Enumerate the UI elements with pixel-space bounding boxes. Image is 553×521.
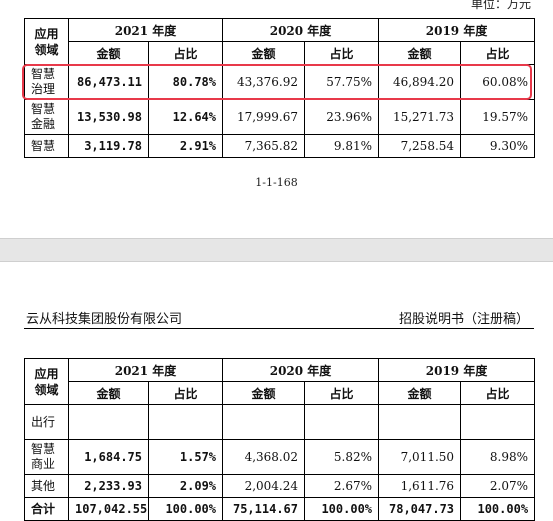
share-2020: 23.96% — [304, 99, 380, 135]
share-header: 占比 — [147, 381, 224, 405]
company-name: 云从科技集团股份有限公司 — [26, 312, 183, 327]
share-2019: 2.07% — [460, 474, 536, 498]
amount-2021: 1,684.75 — [68, 439, 149, 475]
year-header-2021: 2021 年度 — [67, 18, 224, 42]
share-2020: 57.75% — [304, 64, 380, 100]
year-header-2020: 2020 年度 — [222, 18, 380, 42]
amount-2021: 86,473.11 — [68, 64, 149, 100]
table-row-total: 合计 107,042.55 100.00% 75,114.67 100.00% … — [24, 497, 536, 521]
amount-header: 金额 — [68, 381, 149, 405]
amount-2019: 7,011.50 — [378, 439, 462, 475]
amount-header: 金额 — [68, 41, 149, 65]
revenue-table-top: 应用 领域 2021 年度 2020 年度 2019 年度 金额 占比 金额 占… — [24, 18, 536, 158]
share-2021: 2.09% — [147, 474, 224, 498]
domain-cell: 智慧 商业 — [24, 439, 69, 475]
domain-column-header: 应用 领域 — [24, 358, 69, 405]
amount-header: 金额 — [378, 41, 462, 65]
table-header-row: 应用 领域 2021 年度 2020 年度 2019 年度 — [24, 358, 536, 405]
document-title: 招股说明书（注册稿） — [398, 312, 529, 327]
amount-2021: 3,119.78 — [68, 134, 149, 158]
domain-cell: 智慧 金融 — [24, 99, 69, 135]
share-2021: 12.64% — [147, 99, 224, 135]
year-header-2019: 2019 年度 — [378, 18, 536, 42]
amount-2020: 4,368.02 — [222, 439, 306, 475]
share-2019: 100.00% — [460, 497, 536, 521]
revenue-table-bottom: 应用 领域 2021 年度 2020 年度 2019 年度 金额 占比 金额 占… — [24, 358, 536, 521]
page-number: 1-1-168 — [255, 176, 298, 189]
share-2019: 19.57% — [460, 99, 536, 135]
table-subheader-row: 金额 占比 金额 占比 金额 占比 — [25, 381, 536, 405]
amount-header: 金额 — [222, 41, 306, 65]
amount-2020: 17,999.67 — [222, 99, 306, 135]
amount-2020: 7,365.82 — [222, 134, 306, 158]
domain-cell: 合计 — [24, 497, 69, 521]
amount-header: 金额 — [378, 381, 462, 405]
table-row-smart-governance: 智慧 治理 86,473.11 80.78% 43,376.92 57.75% … — [24, 64, 536, 100]
table-row-mobility-continued: 出行 — [24, 404, 536, 440]
year-header-2019: 2019 年度 — [378, 358, 536, 382]
unit-note: 单位：万元 — [470, 0, 531, 11]
share-2019: 60.08% — [460, 64, 536, 100]
share-2020: 9.81% — [304, 134, 380, 158]
table-row-smart-mobility: 智慧 3,119.78 2.91% 7,365.82 9.81% 7,258.5… — [24, 134, 536, 158]
share-2020: 100.00% — [304, 497, 380, 521]
share-header: 占比 — [304, 41, 380, 65]
amount-2019 — [378, 404, 462, 440]
share-header: 占比 — [460, 381, 536, 405]
share-2021: 1.57% — [147, 439, 224, 475]
domain-column-header: 应用 领域 — [24, 18, 69, 65]
share-header: 占比 — [460, 41, 536, 65]
domain-cell: 其他 — [24, 474, 69, 498]
amount-2020: 2,004.24 — [222, 474, 306, 498]
amount-header: 金额 — [222, 381, 306, 405]
amount-2019: 7,258.54 — [378, 134, 462, 158]
share-2021: 80.78% — [147, 64, 224, 100]
share-header: 占比 — [147, 41, 224, 65]
domain-cell: 智慧 治理 — [24, 64, 69, 100]
page-gap — [0, 238, 553, 262]
domain-cell: 智慧 — [24, 134, 69, 158]
domain-cell: 出行 — [24, 404, 69, 440]
table-header-row: 应用 领域 2021 年度 2020 年度 2019 年度 — [24, 18, 536, 65]
table-row-other: 其他 2,233.93 2.09% 2,004.24 2.67% 1,611.7… — [24, 474, 536, 498]
amount-2019: 78,047.73 — [378, 497, 462, 521]
amount-2020: 43,376.92 — [222, 64, 306, 100]
year-header-2020: 2020 年度 — [222, 358, 380, 382]
amount-2021: 13,530.98 — [68, 99, 149, 135]
amount-2021 — [68, 404, 149, 440]
table-row-smart-finance: 智慧 金融 13,530.98 12.64% 17,999.67 23.96% … — [24, 99, 536, 135]
share-2021: 100.00% — [147, 497, 224, 521]
share-2021 — [147, 404, 224, 440]
table-row-smart-commerce: 智慧 商业 1,684.75 1.57% 4,368.02 5.82% 7,01… — [24, 439, 536, 475]
amount-2019: 1,611.76 — [378, 474, 462, 498]
document-page-top: 单位：万元 应用 领域 2021 年度 2020 年度 2019 年度 金额 占… — [0, 0, 553, 238]
table-subheader-row: 金额 占比 金额 占比 金额 占比 — [25, 41, 536, 65]
share-2019: 9.30% — [460, 134, 536, 158]
header-divider — [24, 328, 534, 329]
share-2021: 2.91% — [147, 134, 224, 158]
share-2020 — [304, 404, 380, 440]
amount-2020 — [222, 404, 306, 440]
share-2019: 8.98% — [460, 439, 536, 475]
amount-2019: 15,271.73 — [378, 99, 462, 135]
share-header: 占比 — [304, 381, 380, 405]
amount-2021: 2,233.93 — [68, 474, 149, 498]
document-page-bottom: 云从科技集团股份有限公司 招股说明书（注册稿） 应用 领域 2021 年度 20… — [0, 262, 553, 521]
amount-2021: 107,042.55 — [68, 497, 149, 521]
share-2019 — [460, 404, 536, 440]
year-header-2021: 2021 年度 — [67, 358, 224, 382]
amount-2020: 75,114.67 — [222, 497, 306, 521]
share-2020: 5.82% — [304, 439, 380, 475]
amount-2019: 46,894.20 — [378, 64, 462, 100]
share-2020: 2.67% — [304, 474, 380, 498]
